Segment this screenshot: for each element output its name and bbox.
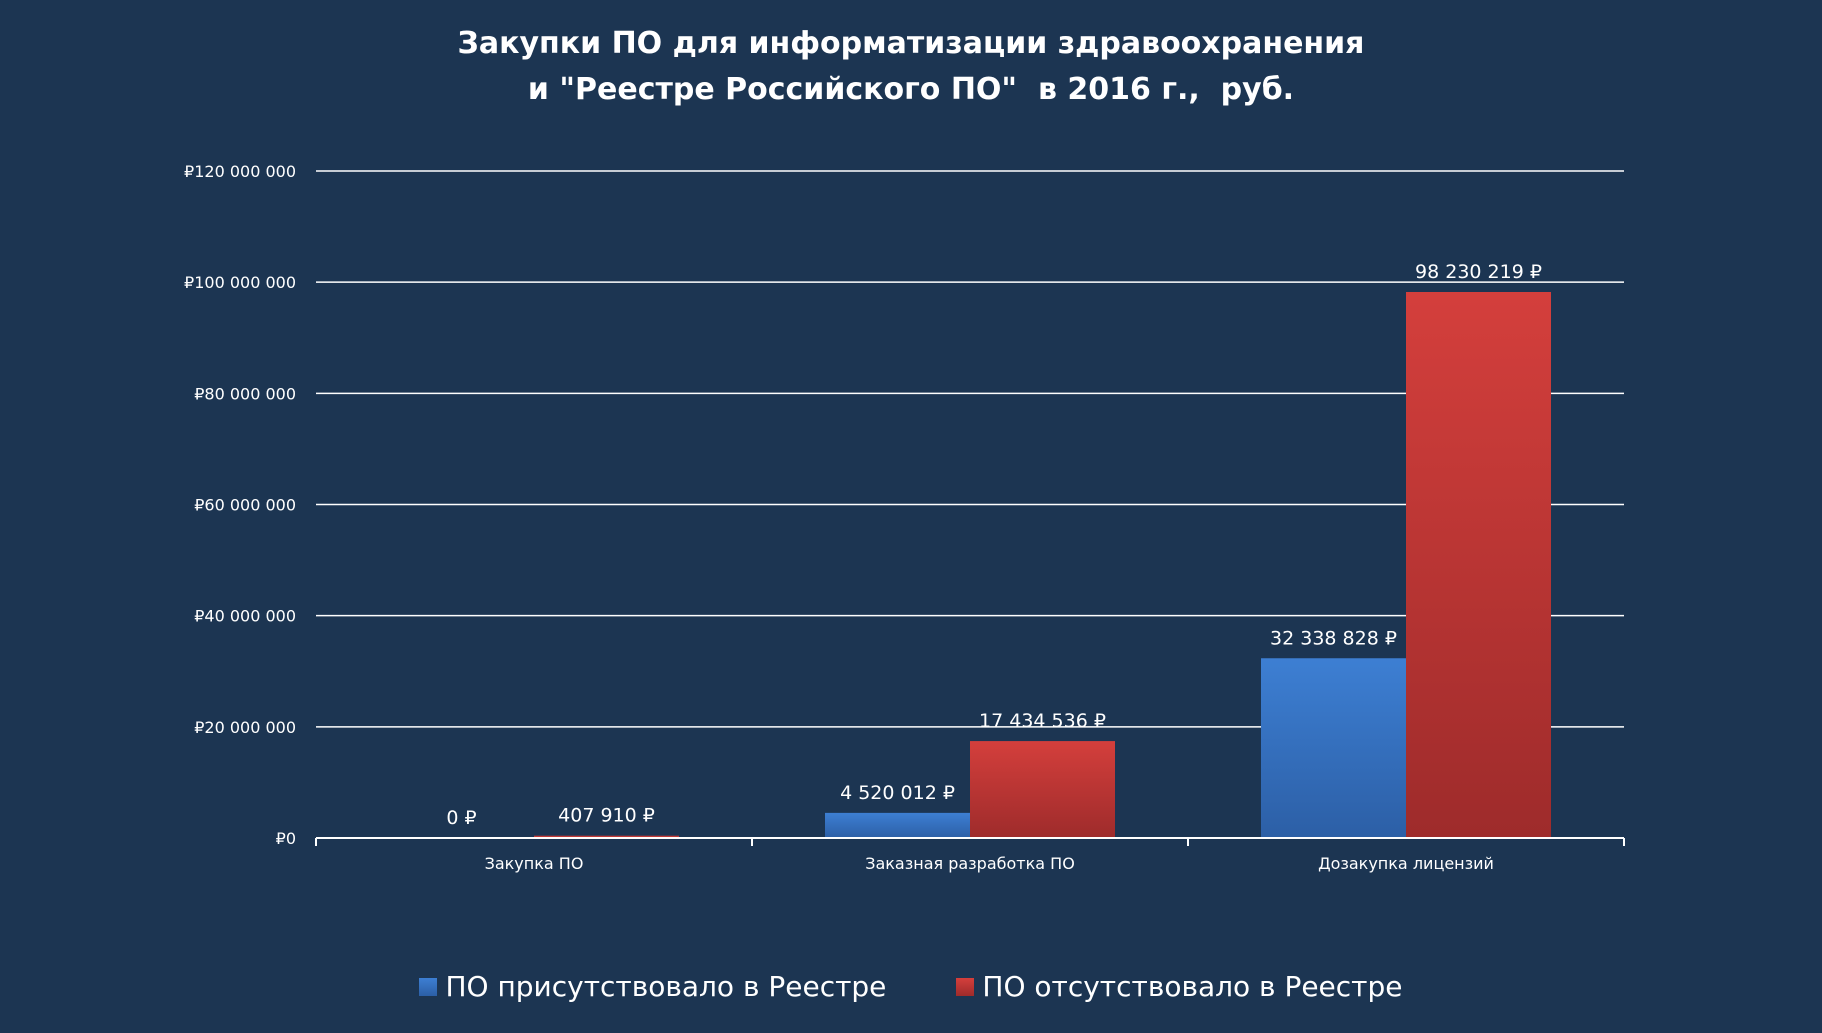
legend-item-absent: ПО отсутствовало в Реестре [956,970,1403,1003]
bar [825,812,970,838]
y-tick-label: ₽20 000 000 [194,718,296,737]
x-tick-label: Дозакупка лицензий [1318,854,1494,873]
legend-label-absent: ПО отсутствовало в Реестре [982,970,1403,1003]
y-tick-label: ₽100 000 000 [184,273,296,292]
legend-swatch-present [419,977,438,996]
data-labels: 0 ₽ 407 910 ₽ 4 520 012 ₽ 17 434 536 ₽ 32 33… [446,261,1542,829]
bar [1406,292,1551,839]
legend-label-present: ПО присутствовало в Реестре [445,970,887,1003]
bar [1261,658,1406,838]
bar [970,741,1115,838]
data-label: 407 910 ₽ [558,805,655,827]
bar [534,835,679,838]
data-label: 4 520 012 ₽ [840,782,955,804]
x-tick-label: Заказная разработка ПО [865,854,1075,873]
chart-title-line-2: и "Реестре Российского ПО" в 2016 г., ру… [527,72,1295,107]
chart-title-line-1: Закупки ПО для информатизации здравоохра… [457,26,1365,61]
axes: ₽0 ₽20 000 000 ₽40 000 000 ₽60 000 000 ₽80 0… [184,162,1625,873]
data-label: 32 338 828 ₽ [1270,627,1397,649]
y-tick-label: ₽80 000 000 [194,384,296,403]
legend-item-present: ПО присутствовало в Реестре [419,970,886,1003]
data-label: 17 434 536 ₽ [979,710,1106,732]
legend-swatch-absent [956,977,975,996]
legend: ПО присутствовало в Реестре ПО отсутство… [0,970,1822,1003]
data-label: 0 ₽ [446,807,476,829]
y-tick-label: ₽60 000 000 [194,496,296,515]
y-tick-label: ₽120 000 000 [184,162,296,181]
bars [534,292,1551,839]
data-label: 98 230 219 ₽ [1415,261,1542,283]
y-tick-label: ₽0 [276,829,296,848]
x-tick-label: Закупка ПО [485,854,584,873]
y-tick-label: ₽40 000 000 [194,607,296,626]
